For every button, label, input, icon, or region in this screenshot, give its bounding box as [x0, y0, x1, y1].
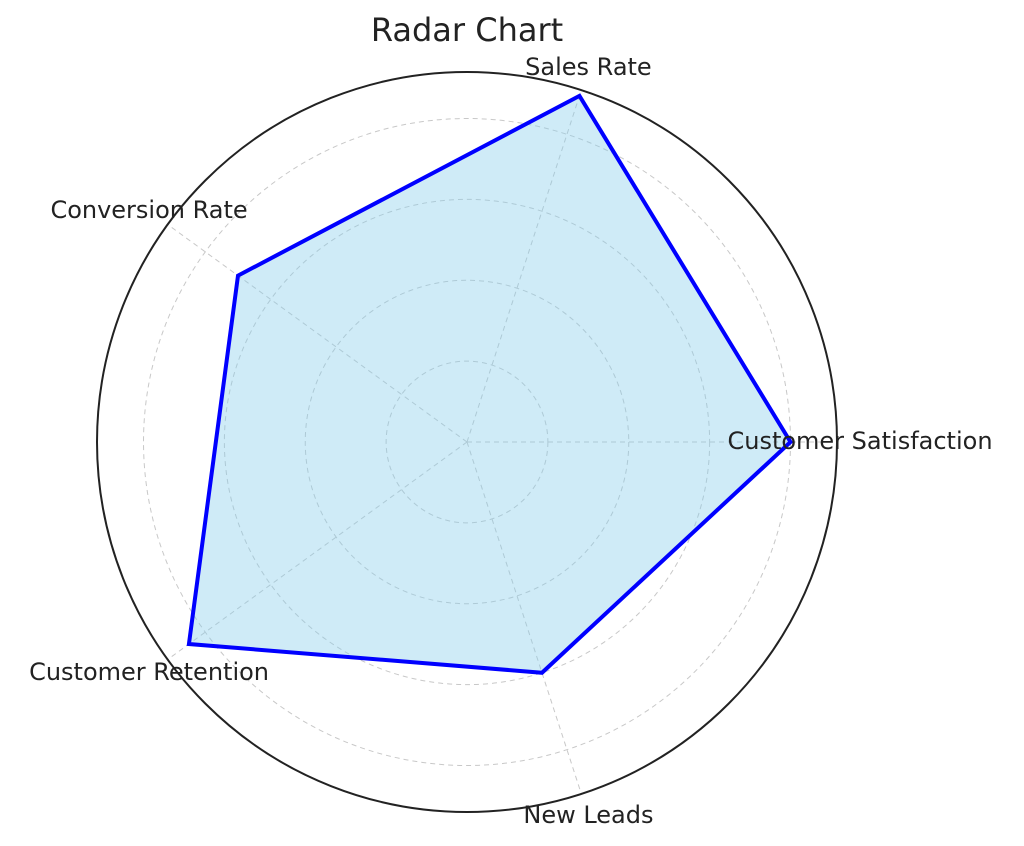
- axis-label: New Leads: [523, 801, 653, 829]
- spoke: [167, 224, 468, 443]
- spoke: [167, 441, 468, 660]
- grid-circle: [223, 198, 711, 686]
- axis-label: Customer Retention: [29, 658, 269, 686]
- radar-line: [186, 93, 794, 675]
- outer-frame: [96, 71, 838, 813]
- spoke: [466, 89, 582, 443]
- axis-label: Conversion Rate: [50, 196, 247, 224]
- grid-circle: [385, 360, 549, 524]
- axis-label: Customer Satisfaction: [727, 427, 992, 455]
- radar-area: [188, 95, 791, 673]
- spoke: [466, 441, 582, 795]
- axis-label: Sales Rate: [525, 53, 652, 81]
- grid-circle: [304, 279, 630, 605]
- chart-title: Radar Chart: [371, 11, 563, 49]
